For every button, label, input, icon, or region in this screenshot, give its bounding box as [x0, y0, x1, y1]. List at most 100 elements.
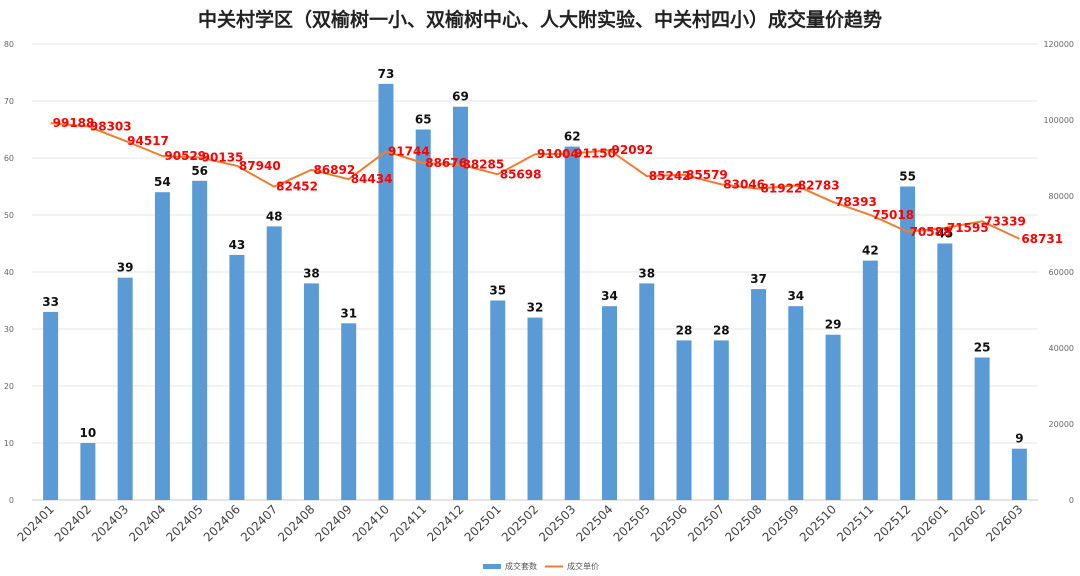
price-value-label: 82783 [798, 178, 840, 192]
bar-value-label: 25 [974, 341, 991, 355]
bar-value-label: 43 [229, 238, 246, 252]
bar [341, 323, 357, 500]
bar [303, 283, 319, 500]
bar [527, 317, 543, 500]
price-value-label: 87940 [239, 159, 281, 173]
bar [1011, 448, 1027, 500]
bar-value-label: 42 [862, 244, 879, 258]
left-y-tick-label: 20 [4, 382, 14, 391]
bar-labels: 33 10 39 54 56 43 48 38 31 73 65 69 35 32 62 34 38 28 28 37… [42, 67, 1023, 446]
price-value-label: 70588 [910, 225, 952, 239]
left-y-tick-label: 60 [4, 154, 14, 163]
bar [154, 192, 170, 500]
price-value-label: 88285 [462, 158, 504, 172]
bar-value-label: 32 [527, 301, 544, 315]
right-y-tick-label: 60000 [1049, 268, 1074, 277]
left-y-tick-label: 70 [4, 97, 14, 106]
price-value-label: 98303 [90, 119, 132, 133]
bar-value-label: 56 [191, 164, 208, 178]
bar [751, 289, 767, 500]
bar [862, 260, 878, 500]
left-y-tick-label: 0 [9, 496, 14, 505]
bar [602, 306, 618, 500]
bar [415, 129, 431, 500]
bar-value-label: 31 [340, 306, 357, 320]
right-y-tick-label: 0 [1069, 496, 1074, 505]
bar [229, 254, 245, 500]
left-y-axis: 0 10 20 30 40 50 60 70 80 [4, 40, 14, 505]
left-y-tick-label: 10 [4, 439, 14, 448]
price-value-label: 91004 [537, 147, 579, 161]
price-value-label: 99188 [53, 116, 95, 130]
bar [117, 277, 133, 500]
price-value-label: 84434 [351, 172, 393, 186]
bar [713, 340, 729, 500]
legend: 成交套数 成交单价 [483, 561, 599, 571]
price-value-label: 91150 [574, 147, 616, 161]
bar-value-label: 34 [601, 289, 618, 303]
bar-value-label: 55 [899, 170, 916, 184]
price-value-label: 71595 [947, 221, 989, 235]
price-value-label: 85698 [500, 167, 542, 181]
line-series [50, 122, 1020, 240]
right-y-tick-label: 20000 [1049, 420, 1074, 429]
bar [192, 180, 208, 501]
bar [80, 443, 96, 500]
left-y-tick-label: 40 [4, 268, 14, 277]
price-value-label: 85242 [649, 169, 691, 183]
price-value-label: 92092 [612, 143, 654, 157]
bar [564, 146, 580, 500]
bar-value-label: 35 [489, 284, 506, 298]
price-value-label: 85579 [686, 168, 728, 182]
bar [43, 311, 59, 500]
bar-value-label: 48 [266, 209, 283, 223]
right-y-axis: 0 20000 40000 60000 80000 100000 120000 [1043, 40, 1074, 505]
price-value-label: 73339 [984, 214, 1026, 228]
bar [490, 300, 506, 500]
bar-series [43, 83, 1027, 501]
bar [974, 357, 990, 500]
price-value-label: 75018 [872, 208, 914, 222]
bar-value-label: 29 [825, 318, 842, 332]
right-y-tick-label: 120000 [1043, 40, 1074, 49]
bar-value-label: 28 [713, 323, 730, 337]
legend-label-line: 成交单价 [567, 561, 599, 571]
bar-value-label: 65 [415, 113, 432, 127]
bar-value-label: 38 [303, 266, 320, 280]
bar-value-label: 69 [452, 90, 469, 104]
bar [378, 83, 394, 501]
price-value-label: 82452 [276, 180, 318, 194]
right-y-tick-label: 40000 [1049, 344, 1074, 353]
bar [788, 306, 804, 500]
bar-value-label: 28 [676, 323, 693, 337]
price-line [50, 122, 1020, 240]
price-value-label: 90529 [164, 149, 206, 163]
bar [937, 243, 953, 500]
bar [825, 334, 841, 500]
bar [266, 226, 282, 500]
bar-value-label: 37 [750, 272, 767, 286]
bar-value-label: 39 [117, 261, 134, 275]
price-value-label: 91744 [388, 144, 430, 158]
price-value-label: 90135 [202, 150, 244, 164]
bar-value-label: 10 [80, 426, 97, 440]
price-value-label: 88676 [425, 156, 467, 170]
price-value-label: 78393 [835, 195, 877, 209]
price-value-label: 86892 [313, 163, 355, 177]
right-y-tick-label: 80000 [1049, 192, 1074, 201]
legend-swatch-bar [483, 564, 501, 569]
right-y-tick-label: 100000 [1043, 116, 1074, 125]
legend-label-bar: 成交套数 [505, 561, 537, 571]
bar [900, 186, 916, 500]
price-value-label: 81922 [761, 182, 803, 196]
bar-value-label: 62 [564, 130, 581, 144]
bar [452, 106, 468, 500]
bar-value-label: 9 [1015, 432, 1023, 446]
bar [676, 340, 692, 500]
bar-value-label: 34 [787, 289, 804, 303]
bar-value-label: 73 [378, 67, 395, 81]
price-value-label: 68731 [1021, 232, 1063, 246]
bar [639, 283, 655, 500]
